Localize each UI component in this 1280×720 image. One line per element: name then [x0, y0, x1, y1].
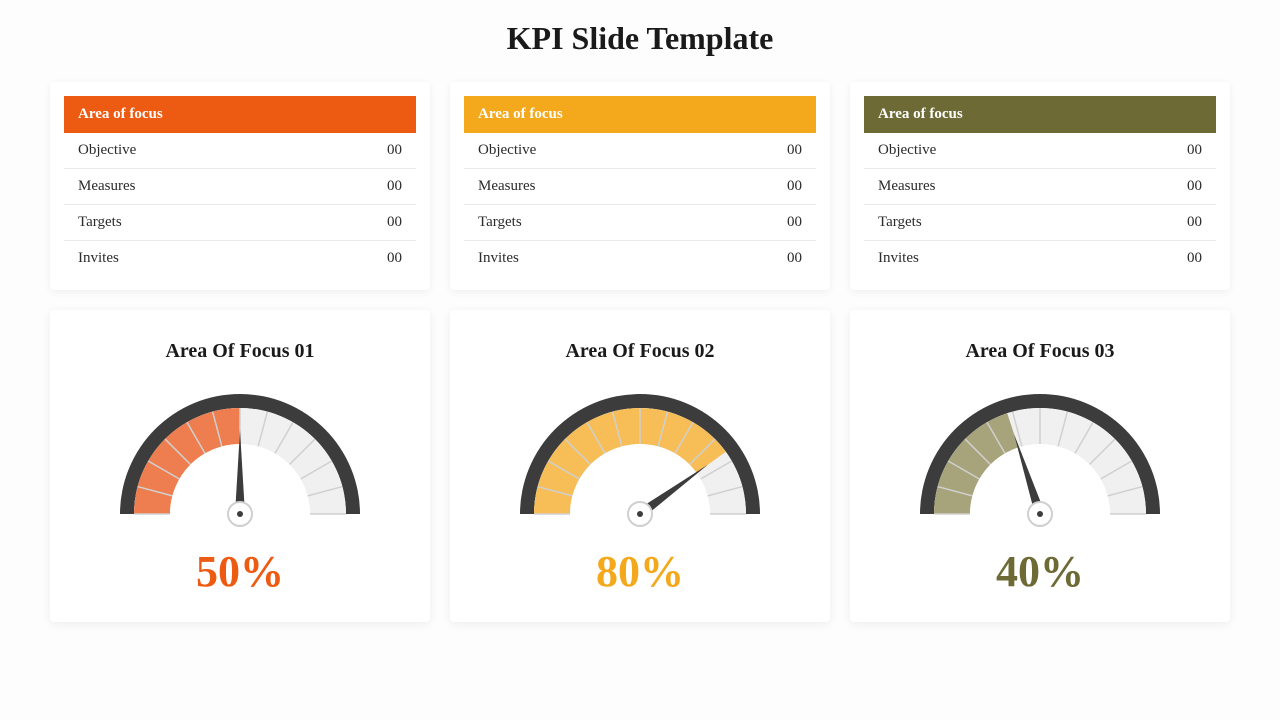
- row-value: 00: [387, 214, 402, 231]
- table-card-1: Area of focus Objective00Measures00Targe…: [50, 82, 430, 290]
- table-card-2: Area of focus Objective00Measures00Targe…: [450, 82, 830, 290]
- row-value: 00: [787, 178, 802, 195]
- table-row: Invites 00: [864, 241, 1216, 276]
- row-label: Measures: [878, 178, 935, 195]
- table-body: Objective 00 Measures 00 Targets 00 Invites 00: [464, 133, 816, 276]
- table-card-3: Area of focus Objective00Measures00Targe…: [850, 82, 1230, 290]
- row-label: Invites: [478, 250, 519, 267]
- table-row: Invites 00: [464, 241, 816, 276]
- table-header: Area of focus: [464, 96, 816, 133]
- row-value: 00: [1187, 178, 1202, 195]
- row-label: Measures: [78, 178, 135, 195]
- row-value: 00: [787, 250, 802, 267]
- table-row: Invites 00: [64, 241, 416, 276]
- row-label: Targets: [78, 214, 122, 231]
- row-value: 00: [1187, 214, 1202, 231]
- table-row: Measures 00: [464, 169, 816, 205]
- gauge-title: Area Of Focus 02: [470, 340, 810, 363]
- gauges-row: Area Of Focus 01 50% Area Of Focus 02 80…: [50, 310, 1230, 622]
- table-row: Objective 00: [64, 133, 416, 169]
- table-row: Measures 00: [64, 169, 416, 205]
- row-value: 00: [387, 178, 402, 195]
- table-row: Objective 00: [464, 133, 816, 169]
- table-header: Area of focus: [864, 96, 1216, 133]
- table-row: Targets 00: [64, 205, 416, 241]
- gauge-chart: [510, 388, 770, 528]
- table-body: Objective 00 Measures 00 Targets 00 Invites 00: [64, 133, 416, 276]
- row-value: 00: [387, 142, 402, 159]
- row-label: Targets: [478, 214, 522, 231]
- row-label: Invites: [78, 250, 119, 267]
- row-label: Measures: [478, 178, 535, 195]
- row-value: 00: [787, 214, 802, 231]
- row-label: Objective: [878, 142, 936, 159]
- table-row: Targets 00: [864, 205, 1216, 241]
- table-header: Area of focus: [64, 96, 416, 133]
- row-label: Objective: [78, 142, 136, 159]
- gauge-card-3: Area Of Focus 03 40%: [850, 310, 1230, 622]
- row-label: Invites: [878, 250, 919, 267]
- gauge-value: 50%: [70, 546, 410, 597]
- row-label: Objective: [478, 142, 536, 159]
- page-title: KPI Slide Template: [50, 20, 1230, 57]
- gauge-card-1: Area Of Focus 01 50%: [50, 310, 430, 622]
- row-value: 00: [1187, 250, 1202, 267]
- row-label: Targets: [878, 214, 922, 231]
- table-row: Objective 00: [864, 133, 1216, 169]
- gauge-value: 80%: [470, 546, 810, 597]
- gauge-value: 40%: [870, 546, 1210, 597]
- gauge-chart: [110, 388, 370, 528]
- table-row: Measures 00: [864, 169, 1216, 205]
- gauge-chart: [910, 388, 1170, 528]
- gauge-title: Area Of Focus 01: [70, 340, 410, 363]
- row-value: 00: [387, 250, 402, 267]
- row-value: 00: [787, 142, 802, 159]
- tables-row: Area of focus Objective00Measures00Targe…: [50, 82, 1230, 290]
- table-body: Objective 00 Measures 00 Targets 00 Invites 00: [864, 133, 1216, 276]
- row-value: 00: [1187, 142, 1202, 159]
- table-row: Targets 00: [464, 205, 816, 241]
- gauge-card-2: Area Of Focus 02 80%: [450, 310, 830, 622]
- gauge-title: Area Of Focus 03: [870, 340, 1210, 363]
